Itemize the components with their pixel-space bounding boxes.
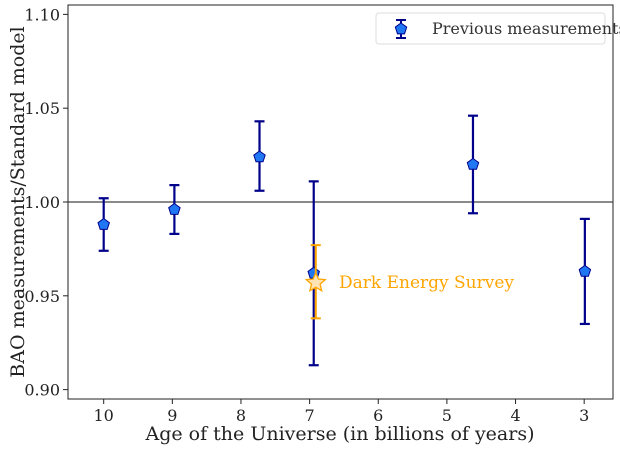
x-tick-label: 4 bbox=[510, 406, 520, 425]
annotation-des: Dark Energy Survey bbox=[339, 273, 514, 293]
legend-box bbox=[375, 12, 606, 45]
x-tick-label: 9 bbox=[167, 406, 177, 425]
legend: Previous measurements bbox=[375, 12, 620, 45]
previous-measurement-point bbox=[97, 217, 110, 230]
y-tick-label: 1.10 bbox=[24, 5, 60, 24]
y-tick-label: 0.95 bbox=[24, 287, 60, 306]
des-point bbox=[304, 271, 327, 293]
x-tick-label: 5 bbox=[442, 406, 452, 425]
legend-marker-icon bbox=[394, 19, 408, 39]
x-tick-label: 6 bbox=[373, 406, 383, 425]
previous-measurement-point bbox=[466, 157, 480, 170]
previous-measurement-point bbox=[168, 202, 181, 215]
x-axis-label: Age of the Universe (in billions of year… bbox=[144, 423, 534, 445]
legend-entry: Previous measurements bbox=[432, 19, 620, 38]
previous-measurement-point bbox=[578, 264, 592, 277]
previous-measurement-point bbox=[253, 150, 266, 163]
y-tick-label: 0.90 bbox=[24, 381, 60, 400]
x-tick-label: 7 bbox=[305, 406, 315, 425]
y-tick-label: 1.00 bbox=[24, 193, 60, 212]
x-tick-label: 3 bbox=[579, 406, 589, 425]
y-axis-label: BAO measurements/Standard model bbox=[7, 26, 29, 377]
x-tick-label: 8 bbox=[236, 406, 246, 425]
y-tick-label: 1.05 bbox=[24, 99, 60, 118]
x-tick-label: 10 bbox=[94, 406, 114, 425]
legend-point bbox=[394, 22, 408, 35]
